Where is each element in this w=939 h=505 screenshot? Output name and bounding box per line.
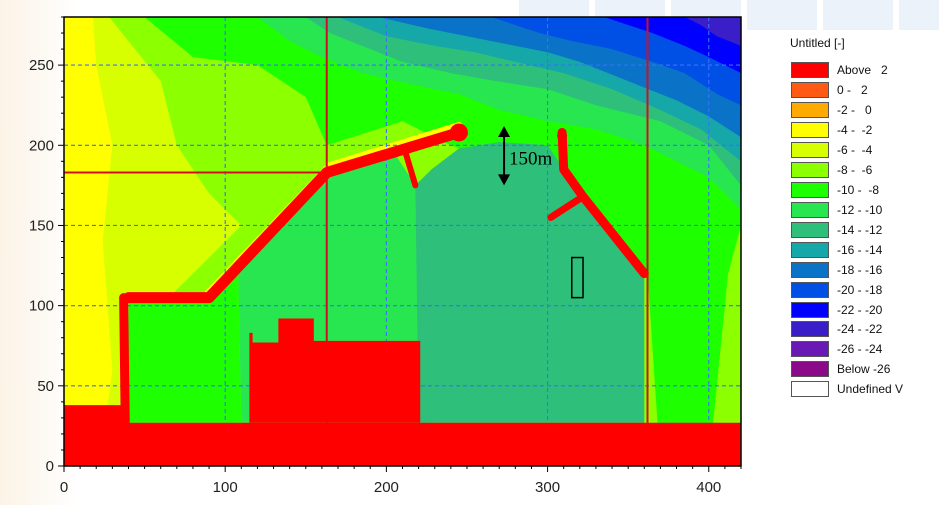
y-tick-label-0: 0 [46,458,54,475]
field-band-9 [684,17,741,46]
legend-row: 0 - 2 [791,80,939,99]
legend-row: Undefined V [791,380,939,399]
legend-swatch [791,381,829,398]
legend-row: -16 - -14 [791,240,939,259]
axes: 0 100 200 300 400 0 50 100 150 200 250 [29,16,742,496]
legend-row: -22 - -20 [791,300,939,319]
legend-swatch [791,181,829,198]
legend-row: -6 - -4 [791,140,939,159]
x-tick-label-100: 100 [213,479,238,496]
legend-row: -8 - -6 [791,160,939,179]
breakwater-north-spur [402,150,419,189]
y-tick-label-100: 100 [29,298,54,315]
breakwater-head-south [557,130,568,141]
legend-swatch [791,301,829,318]
breakwater-layer [119,123,649,428]
legend-label: Below -26 [837,362,891,377]
land-center [249,318,421,423]
legend-swatch [791,81,829,98]
grid-lines [64,17,741,466]
land-layer [64,318,741,466]
legend-title: Untitled [-] [790,36,845,50]
legend-label: -2 - 0 [837,102,872,117]
breakwater-north [122,126,465,304]
legend-swatch [791,261,829,278]
legend-row: -12 - -10 [791,200,939,219]
land-bottom [64,422,741,466]
legend-row: Above 2 [791,60,939,79]
y-tick-label-150: 150 [29,217,54,234]
legend-swatch [791,201,829,218]
y-tick-label-250: 250 [29,57,54,74]
legend-label: -6 - -4 [837,142,873,157]
legend-label: Above 2 [837,62,888,77]
breakwater-head-north [449,123,468,142]
land-left [64,405,126,466]
legend-label: -10 - -8 [837,182,880,197]
legend-label: -4 - -2 [837,122,873,137]
annotation-150m: 150m [509,148,553,169]
legend-row: -2 - 0 [791,100,939,119]
legend-swatch [791,61,829,78]
legend-swatch [791,221,829,238]
legend-row: -24 - -22 [791,320,939,339]
legend-label: -16 - -14 [837,242,883,257]
legend-swatch [791,141,829,158]
annotation-arrow-head-down [498,174,511,186]
legend-label: -8 - -6 [837,162,873,177]
y-tick-label-200: 200 [29,137,54,154]
breakwater-west [119,293,130,428]
marker-rectangle [571,256,584,299]
x-tick-label-400: 400 [696,479,721,496]
legend-swatch [791,281,829,298]
x-tick-label-0: 0 [60,479,68,496]
legend-swatch [791,361,829,378]
y-tick-label-50: 50 [37,378,54,395]
field-band-8 [603,17,741,74]
legend-label: 0 - 2 [837,82,868,97]
legend-label: -26 - -24 [837,342,883,357]
legend-row: -20 - -18 [791,280,939,299]
legend-label: -14 - -12 [837,222,883,237]
legend-swatch [791,241,829,258]
legend-label: -20 - -18 [837,282,883,297]
legend-label: -24 - -22 [837,322,883,337]
legend-label: -22 - -20 [837,302,883,317]
legend-row: Below -26 [791,360,939,379]
basin-2 [415,142,645,423]
field-band-2 [144,17,741,466]
breakwater-south-spur [547,193,587,221]
legend-row: -14 - -12 [791,220,939,239]
legend-swatch [791,101,829,118]
x-tick-label-300: 300 [535,479,560,496]
annotation-arrow-head-up [498,126,511,138]
legend-label: -12 - -10 [837,202,883,217]
breakwater-south [557,127,649,279]
legend: Above 2 0 - 2 -2 - 0 -4 - -2 -6 - -4 -8 - -6 -… [791,60,939,400]
legend-row: -10 - -8 [791,180,939,199]
legend-swatch [791,161,829,178]
basin-0 [128,268,242,423]
x-tick-label-200: 200 [374,479,399,496]
legend-swatch [791,121,829,138]
legend-swatch [791,341,829,358]
legend-label: Undefined V [837,382,904,397]
legend-label: -18 - -16 [837,262,883,277]
legend-row: -26 - -24 [791,340,939,359]
legend-swatch [791,321,829,338]
legend-row: -18 - -16 [791,260,939,279]
annotation-layer: 150m [498,126,553,186]
legend-row: -4 - -2 [791,120,939,139]
